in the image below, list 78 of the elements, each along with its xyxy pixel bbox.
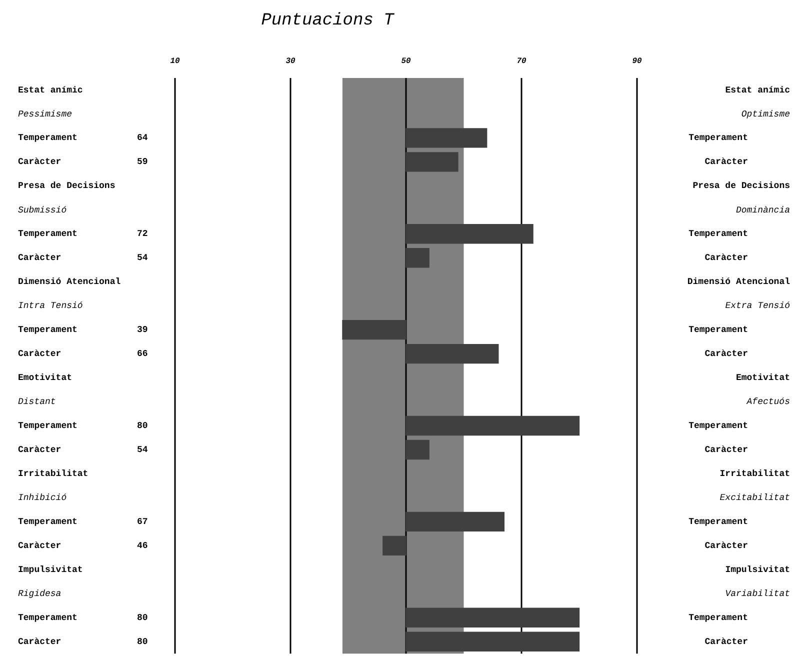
bar [406,248,430,268]
bar [406,128,488,148]
text: Temperament [688,421,748,432]
data-label: 39 [137,325,148,336]
y-tick-label: Temperament [18,325,78,336]
text: Impulsivitat [725,564,790,575]
x-tick-label: 50 [401,57,411,66]
text: Emotivitat [736,373,790,384]
bar [406,152,458,172]
y-tick-label: Caràcter [18,636,62,647]
bar [406,440,430,460]
y-tick-label: Presa de Decisions [18,181,116,192]
bar [406,512,505,532]
bar [406,416,580,436]
y-tick-label: Submissió [18,205,67,216]
y-tick-label: Temperament [18,516,78,527]
bar [406,224,534,244]
text: Caràcter [704,349,748,360]
text: Presa de Decisions [692,181,790,192]
y-tick-label: Temperament [18,612,78,623]
y-tick-label: Estat anímic [18,85,83,96]
bar [382,536,406,556]
text: Caràcter [704,253,748,264]
text: Dominància [736,205,790,216]
text: Afectuós [746,397,790,408]
data-label: 67 [137,516,148,527]
text: Excitabilitat [720,493,790,504]
data-label: 59 [137,157,148,168]
text: Caràcter [704,540,748,551]
y-tick-label: Dimensió Atencional [18,277,122,288]
text: Irritabilitat [720,468,790,479]
y-tick-label: Emotivitat [18,373,72,384]
y-tick-label: Caràcter [18,157,62,168]
text: Caràcter [704,445,748,456]
data-label: 80 [137,421,148,432]
bar [406,632,580,652]
y-tick-label: Caràcter [18,540,62,551]
data-label: 54 [137,253,148,264]
y-tick-label: Temperament [18,421,78,432]
bar [342,320,406,340]
text: Optimisme [741,109,790,120]
data-label: 72 [137,229,148,240]
y-tick-label: Caràcter [18,253,62,264]
y-tick-label: Temperament [18,133,78,144]
y-tick-label: Caràcter [18,349,62,360]
y-tick-label: Caràcter [18,445,62,456]
data-label: 64 [137,133,148,144]
data-label: 80 [137,612,148,623]
text: Temperament [688,229,748,240]
x-tick-label: 30 [286,57,296,66]
text: Temperament [688,612,748,623]
data-label: 46 [137,540,148,551]
x-tick-label: 10 [170,57,180,66]
y-tick-label: Irritabilitat [18,468,88,479]
y-tick-label: Pessimisme [18,109,72,120]
chart-title: Puntuacions T [261,12,395,31]
text: Temperament [688,325,748,336]
bar [406,608,580,628]
text: Dimensió Atencional [687,277,791,288]
data-label: 80 [137,636,148,647]
x-tick-label: 70 [516,57,526,66]
bar [406,344,499,364]
text: Variabilitat [725,589,790,600]
text: Temperament [688,133,748,144]
y-tick-label: Intra Tensió [18,301,83,312]
data-label: 66 [137,349,148,360]
y-tick-label: Distant [18,397,56,408]
text: Estat anímic [725,85,790,96]
y-tick-label: Impulsivitat [18,564,83,575]
text: Temperament [688,516,748,527]
data-label: 54 [137,445,148,456]
text: Caràcter [704,636,748,647]
y-tick-label: Rigidesa [18,589,62,600]
y-tick-label: Temperament [18,229,78,240]
text: Extra Tensió [725,301,790,312]
x-tick-label: 90 [632,57,642,66]
text: Caràcter [704,157,748,168]
y-tick-label: Inhibició [18,493,67,504]
